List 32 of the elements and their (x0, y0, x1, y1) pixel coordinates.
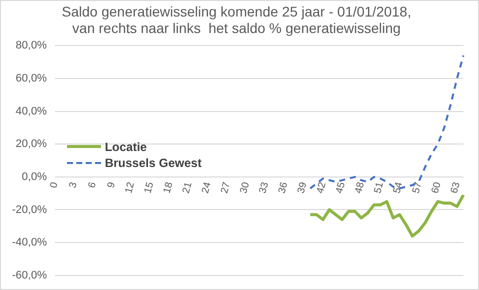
x-tick-label: 63 (449, 180, 463, 195)
x-tick-label: 48 (353, 180, 367, 195)
x-tick-label: 15 (142, 180, 156, 195)
legend-label: Brussels Gewest (104, 156, 202, 170)
y-tick-label: 20,0% (16, 138, 48, 150)
x-tick-label: 3 (67, 180, 80, 190)
y-tick-label: 40,0% (16, 105, 48, 118)
chart-title: Saldo generatiewisseling komende 25 jaar - 01/01/2018, van rechts naar links het saldo % generatiewisseling (62, 3, 412, 36)
x-tick-label: 9 (106, 180, 118, 190)
x-tick-label: 30 (238, 180, 252, 195)
x-tick-label: 60 (430, 180, 444, 195)
x-tick-label: 18 (162, 180, 176, 195)
x-tick-label: 24 (200, 180, 214, 195)
x-tick-label: 33 (258, 180, 272, 195)
x-tick-label: 45 (334, 180, 348, 195)
y-tick-label: -40,0% (12, 236, 48, 249)
x-tick-label: 6 (86, 180, 99, 190)
legend-label: Locatie (104, 140, 147, 154)
x-tick-label: 12 (124, 180, 138, 195)
x-tick-label: 51 (372, 180, 386, 195)
x-tick-label: 54 (392, 180, 406, 195)
x-tick-label: 27 (219, 180, 233, 195)
y-tick-label: -20,0% (12, 204, 48, 216)
y-tick-label: 0,0% (22, 170, 48, 183)
x-tick-label: 21 (180, 180, 195, 195)
y-tick-label: 80,0% (16, 40, 48, 52)
x-tick-label: 0 (48, 180, 61, 190)
x-tick-label: 42 (315, 180, 329, 195)
x-tick-label: 39 (296, 180, 310, 195)
y-tick-label: -60,0% (12, 269, 48, 282)
y-tick-label: 60,0% (16, 72, 48, 84)
x-tick-label: 36 (276, 180, 290, 195)
